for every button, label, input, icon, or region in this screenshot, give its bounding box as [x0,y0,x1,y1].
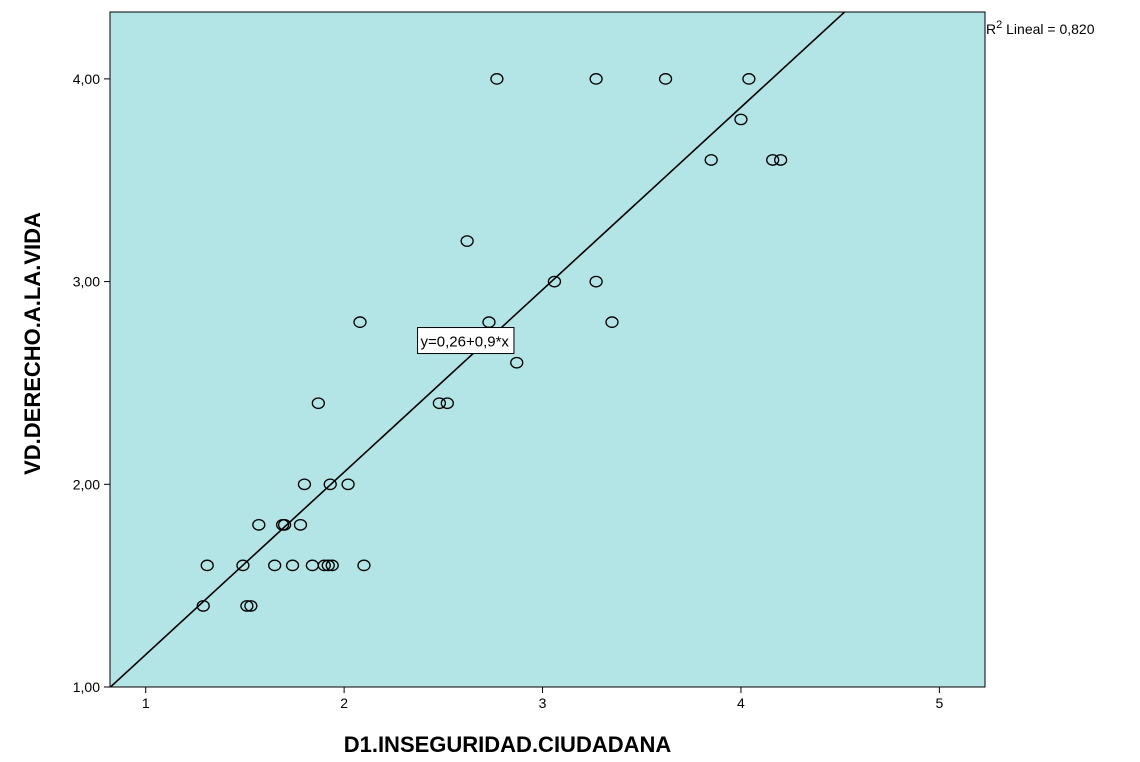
data-point [773,154,788,166]
data-point [240,600,254,612]
data-point [317,559,331,572]
data-point [432,397,447,410]
data-point [277,518,292,531]
data-point [766,154,780,166]
r2-prefix: R [986,21,996,37]
data-point [297,478,312,491]
y-tick-label: 2,00 [73,476,100,492]
plot-area [109,11,986,688]
data-point [440,397,454,410]
data-point [589,275,603,288]
data-point [734,113,748,126]
y-tick-label: 1,00 [73,679,100,695]
data-point [353,316,367,328]
x-axis-title: D1.INSEGURIDAD.CIUDADANA [344,732,672,757]
equation-text: y=0,26+0,9*x [421,334,510,351]
data-point [321,559,335,572]
y-axis-title: VD.DERECHO.A.LA.VIDA [20,212,45,475]
data-point [547,275,562,288]
data-point [742,73,756,85]
r2-value: Lineal = 0,820 [1002,21,1094,37]
data-point [704,154,718,166]
y-tick-label: 3,00 [73,274,100,290]
data-point [196,600,210,612]
data-point [285,559,300,572]
data-point [293,518,308,531]
y-tick-label: 4,00 [73,71,100,87]
data-point [357,559,371,572]
data-point [460,235,474,247]
x-tick-label: 3 [539,695,547,711]
equation-box [417,327,515,355]
data-point [236,559,250,572]
data-point [658,73,673,85]
regression-equation-label: y=0,26+0,9*x [417,327,515,355]
data-point [323,478,337,491]
data-point [325,559,339,572]
data-point [589,73,603,85]
data-point [605,316,619,328]
data-point [200,559,214,572]
regression-line [110,12,846,687]
x-tick-label: 4 [737,695,745,711]
data-point [244,600,258,612]
x-tick-label: 1 [142,695,150,711]
data-point [311,397,325,410]
data-point [510,356,524,369]
data-point [490,73,504,85]
data-point [252,518,266,531]
r2-superscript: 2 [996,19,1002,31]
x-tick-label: 2 [340,695,348,711]
data-point [341,478,355,491]
data-point [268,559,282,572]
r2-label: R2 Lineal = 0,820 [986,19,1095,37]
x-tick-label: 5 [935,695,943,711]
